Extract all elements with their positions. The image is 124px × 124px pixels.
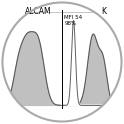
Circle shape xyxy=(2,2,122,122)
Polygon shape xyxy=(63,21,120,105)
Text: K: K xyxy=(102,7,107,16)
Text: MFI 54
98%: MFI 54 98% xyxy=(64,15,83,27)
Polygon shape xyxy=(5,32,61,105)
Polygon shape xyxy=(63,34,120,105)
Text: ALCAM: ALCAM xyxy=(25,7,51,16)
